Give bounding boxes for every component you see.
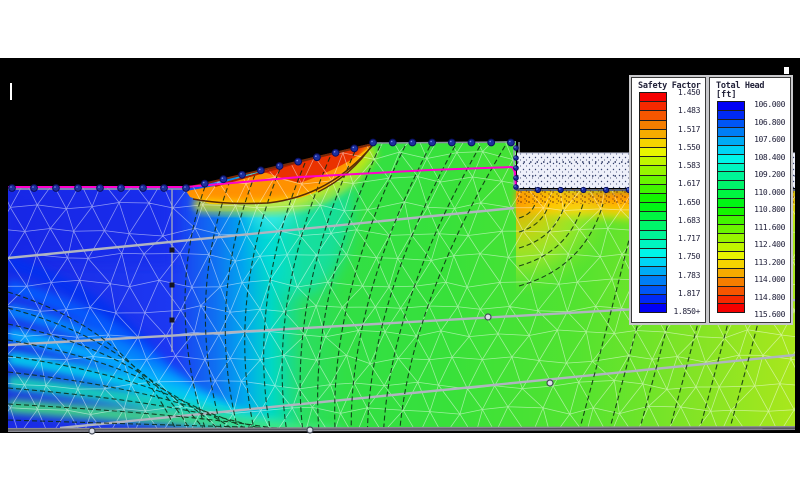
color-scale-cell [718, 260, 744, 270]
color-scale-cell [640, 258, 666, 268]
legend-tick-label: 115.600 [754, 310, 785, 319]
color-scale-cell [718, 207, 744, 217]
legend-tick-label: 1.817 [677, 288, 700, 298]
legend-tick-label: 107.600 [754, 135, 785, 144]
color-scale-cell [718, 295, 744, 305]
legend-tick-label: 110.800 [754, 205, 785, 214]
color-scale-cell [718, 225, 744, 234]
legend-tick-label: 1.483 [677, 106, 700, 116]
color-scale-cell [718, 172, 744, 182]
color-scale-cell [640, 93, 666, 103]
color-scale-cell [718, 277, 744, 287]
color-scale-cell [640, 138, 666, 149]
color-scale-cell [640, 184, 666, 194]
total-head-legend[interactable]: Total Head [ft] 106.000 106.800 107.600 108… [709, 77, 791, 323]
legend-tick-label: 1.650 [677, 197, 700, 207]
color-scale-cell [640, 129, 666, 139]
color-scale-cell [640, 148, 666, 158]
legend-tick-label: 1.450 [677, 88, 700, 97]
legend-tick-label: 1.550 [677, 142, 700, 152]
legend-tick-label: 1.583 [677, 161, 700, 170]
color-scale-cell [640, 294, 666, 304]
legend-tick-label: 108.400 [754, 152, 785, 162]
color-scale-cell [640, 248, 666, 259]
legend-tick-label: 114.800 [754, 292, 785, 302]
legend-tick-label: 1.717 [677, 234, 700, 243]
legend-tick-label: 112.400 [754, 240, 785, 249]
color-scale-cell [640, 193, 666, 204]
color-scale-cell [640, 166, 666, 176]
color-scale-cell [718, 286, 744, 296]
color-scale-cell [718, 137, 744, 146]
color-scale-cell [640, 239, 666, 249]
legend-tick-label: 1.683 [677, 215, 700, 225]
color-scale-cell [640, 111, 666, 121]
color-scale-cell [640, 157, 666, 167]
color-scale-cell [718, 154, 744, 164]
color-scale-cell [718, 119, 744, 129]
color-scale-cell [718, 163, 744, 173]
top-margin-band [0, 0, 800, 58]
color-scale-cell [718, 233, 744, 243]
safety-factor-legend-title: Safety Factor [638, 81, 701, 91]
color-scale-cell [718, 181, 744, 190]
legend-tick-label: 111.600 [754, 222, 785, 232]
tick-top-right [784, 67, 789, 74]
legend-tick-label: 1.850+ [673, 307, 701, 316]
color-scale-cell [640, 203, 666, 213]
color-scale-cell [640, 230, 666, 240]
color-scale-cell [640, 221, 666, 231]
color-scale-cell [718, 145, 744, 155]
legend-tick-label: 106.800 [754, 117, 785, 127]
color-scale-cell [718, 242, 744, 252]
legend-tick-label: 109.200 [754, 170, 785, 179]
legend-tick-label: 1.750 [677, 252, 700, 262]
color-scale-cell [718, 269, 744, 278]
color-scale-cell [718, 251, 744, 261]
color-scale-cell [640, 267, 666, 277]
color-scale-cell [718, 128, 744, 138]
color-scale-cell [640, 285, 666, 295]
color-scale-cell [718, 198, 744, 208]
safety-factor-color-scale [639, 92, 667, 313]
axis-tick-left [10, 83, 12, 100]
bottom-boundary-line [7, 426, 796, 432]
legend-tick-label: 1.617 [677, 179, 700, 189]
color-scale-cell [718, 216, 744, 226]
legend-tick-label: 1.517 [677, 124, 700, 134]
total-head-color-scale [717, 101, 745, 313]
fe-mesh-lines [8, 141, 795, 432]
color-scale-cell [718, 304, 744, 313]
legend-tick-label: 110.000 [754, 187, 785, 197]
color-scale-cell [640, 102, 666, 112]
color-scale-cell [640, 175, 666, 185]
color-scale-cell [718, 189, 744, 199]
color-scale-cell [718, 110, 744, 120]
color-scale-cell [718, 102, 744, 111]
safety-factor-legend[interactable]: Safety Factor 1.450 1.483 1.517 1.550 1.583 1… [631, 77, 706, 323]
bottom-margin-band [0, 433, 800, 500]
total-head-legend-unit: [ft] [716, 90, 737, 100]
color-scale-cell [640, 120, 666, 130]
legend-tick-label: 114.000 [754, 275, 785, 284]
color-scale-cell [640, 276, 666, 286]
legend-tick-label: 106.000 [754, 100, 785, 109]
legend-tick-label: 1.783 [677, 270, 700, 280]
legend-tick-label: 113.200 [754, 257, 785, 267]
total-head-legend-title: Total Head [716, 81, 765, 91]
color-scale-cell [640, 212, 666, 222]
color-scale-cell [640, 303, 666, 313]
